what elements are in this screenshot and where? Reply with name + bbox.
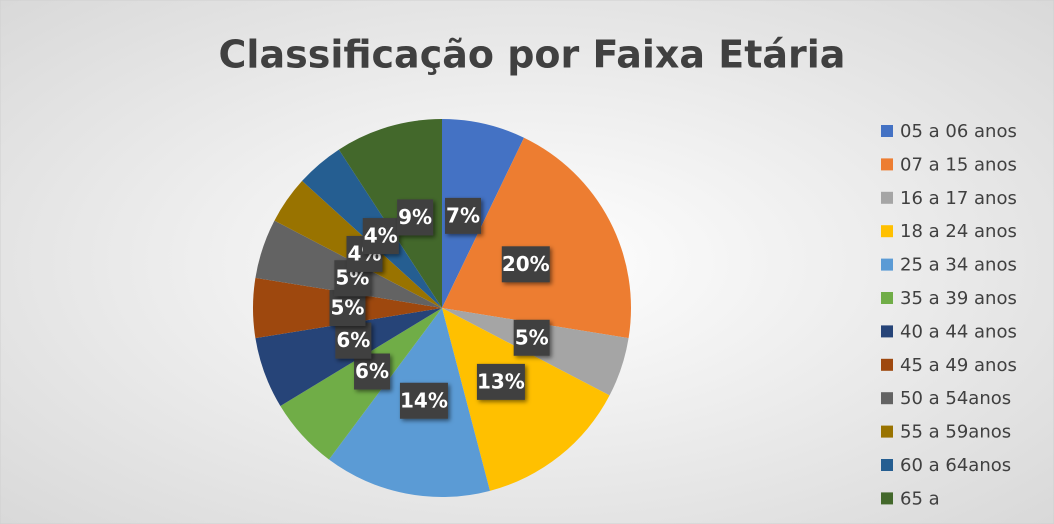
legend-swatch: [881, 459, 893, 471]
data-label-box: [397, 199, 434, 236]
pie-slice: [442, 137, 631, 339]
legend-swatch: [881, 258, 893, 271]
pie-slice: [442, 308, 610, 491]
data-label: 14%: [399, 382, 448, 419]
data-label: 13%: [476, 363, 525, 400]
data-label-box: [476, 363, 525, 400]
legend-swatch: [881, 492, 893, 505]
data-label-text: 20%: [502, 252, 550, 276]
legend-label: 07 a 15 anos: [900, 154, 1017, 175]
legend-label: 35 a 39 anos: [900, 288, 1017, 309]
chart-title: Classificação por Faixa Etária: [219, 33, 846, 77]
legend-label: 16 a 17 anos: [900, 188, 1017, 209]
data-label-text: 9%: [398, 205, 432, 229]
legend-swatch: [881, 292, 893, 304]
legend-swatch: [881, 358, 893, 371]
data-label: 4%: [362, 218, 399, 255]
legend-swatch: [881, 325, 893, 338]
legend-label: 50 a 54anos: [900, 388, 1011, 409]
legend-label: 65 a: [900, 488, 940, 509]
data-label-box: [354, 353, 391, 390]
legend-swatch: [881, 392, 893, 405]
legend-label: 45 a 49 anos: [900, 355, 1017, 376]
data-label-text: 13%: [477, 369, 525, 393]
data-label-box: [513, 319, 550, 356]
data-label: 6%: [354, 353, 391, 390]
legend-swatch: [881, 125, 893, 137]
legend-swatch: [881, 425, 893, 438]
data-label-text: 7%: [446, 203, 480, 227]
legend-swatch: [881, 225, 893, 238]
pie-slice: [442, 119, 525, 308]
data-label-text: 14%: [400, 388, 448, 412]
legend-label: 25 a 34 anos: [900, 255, 1017, 276]
data-label-text: 5%: [515, 325, 549, 349]
legend-label: 55 a 59anos: [900, 422, 1011, 443]
pie-slice: [338, 119, 442, 308]
data-label-text: 6%: [355, 359, 389, 383]
data-label: 5%: [513, 319, 550, 356]
data-label-text: 6%: [336, 328, 370, 352]
data-label-text: 5%: [331, 296, 365, 320]
data-label-box: [335, 322, 372, 359]
legend-swatch: [881, 158, 893, 171]
data-label: 20%: [501, 246, 550, 283]
legend-swatch: [881, 191, 893, 204]
data-label-text: 4%: [364, 224, 398, 248]
data-label: 9%: [397, 199, 434, 236]
data-label-box: [399, 382, 448, 419]
legend-label: 60 a 64anos: [900, 455, 1011, 476]
legend-label: 05 a 06 anos: [900, 121, 1017, 142]
data-label-box: [445, 197, 482, 234]
data-label: 6%: [335, 322, 372, 359]
data-label-box: [362, 218, 399, 255]
data-label-box: [501, 246, 550, 283]
legend-label: 18 a 24 anos: [900, 221, 1017, 242]
data-label: 7%: [445, 197, 482, 234]
legend-label: 40 a 44 anos: [900, 321, 1017, 342]
